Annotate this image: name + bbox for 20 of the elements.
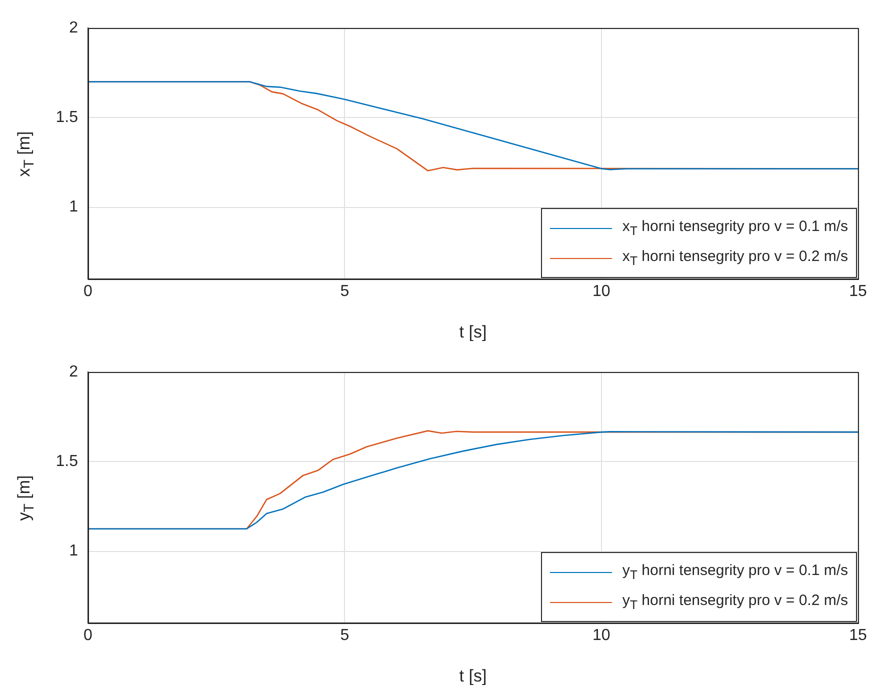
x-tick-label: 5 xyxy=(340,627,350,644)
x-tick-label: 10 xyxy=(592,283,610,300)
x-axis-title: t [s] xyxy=(459,322,487,342)
y-tick-label: 2 xyxy=(69,363,78,380)
y-tick-label: 1 xyxy=(69,542,78,560)
legend-label: x$_{T}$ horni tensegrity pro v = 0.1 m/s xyxy=(622,218,848,238)
x-tick-label: 5 xyxy=(340,283,350,300)
x-tick-label: 0 xyxy=(84,283,93,300)
x-tick-label: 15 xyxy=(849,627,867,644)
y-tick-label: 1.5 xyxy=(56,453,78,470)
x-tick-label: 0 xyxy=(84,627,93,644)
y-tick-label: 1 xyxy=(69,198,78,216)
legend-label: x$_{T}$ horni tensegrity pro v = 0.2 m/s xyxy=(622,248,848,268)
legend-label: y$_{T}$ horni tensegrity pro v = 0.1 m/s xyxy=(622,562,848,582)
legend-label: y$_{T}$ horni tensegrity pro v = 0.2 m/s xyxy=(622,592,848,612)
x-tick-label: 10 xyxy=(592,627,610,644)
x-tick-label: 15 xyxy=(849,283,867,300)
y-tick-label: 2 xyxy=(69,19,78,36)
x-axis-title: t [s] xyxy=(459,666,487,686)
y-tick-label: 1.5 xyxy=(56,109,78,126)
